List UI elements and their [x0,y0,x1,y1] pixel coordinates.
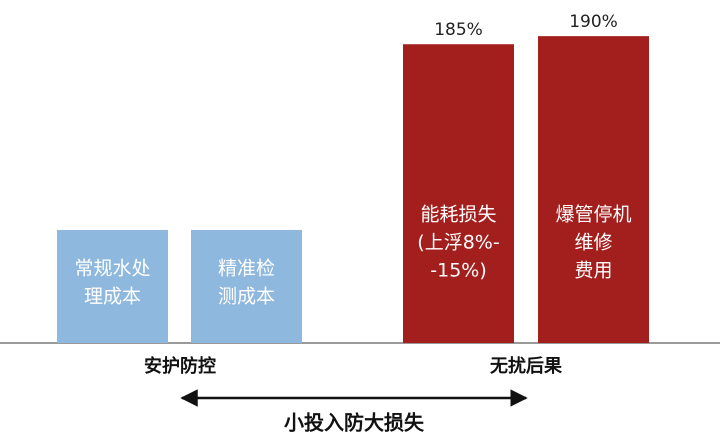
category-label: 测成本 [218,286,275,308]
category-label: 常规水处 [74,258,150,280]
value-label: 190% [569,12,618,32]
value-label: 185% [434,20,483,40]
category-label: 维修 [574,232,612,254]
category-label: (上浮8%- [417,232,499,254]
bar [57,229,168,343]
category-label: -15%) [430,260,487,282]
group-label: 无扰后果 [490,355,563,377]
category-label: 精准检 [218,258,275,280]
category-label: 能耗损失 [420,204,496,226]
bar [191,229,302,343]
bar [538,36,649,344]
bar [403,44,514,343]
category-label: 爆管停机 [555,204,631,226]
category-label: 理成本 [84,286,141,308]
annotation: 小投入防大损失 [284,411,425,435]
group-label: 安护防控 [144,355,216,377]
category-label: 费用 [574,260,612,282]
